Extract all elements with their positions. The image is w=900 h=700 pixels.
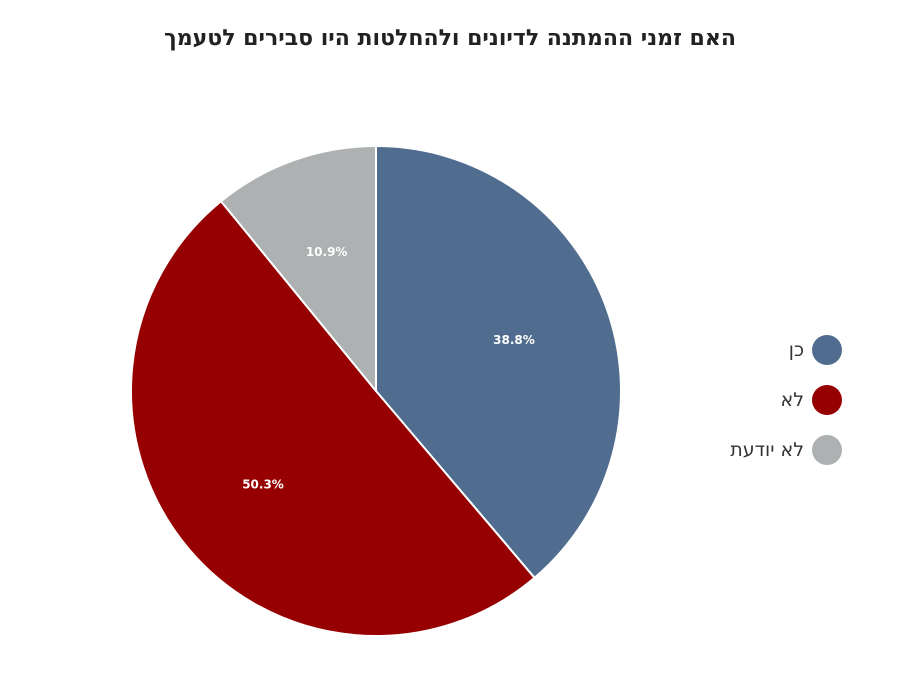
legend-item-0: כן [730,325,842,375]
chart-legend: כן לא לא יודעת [730,325,842,475]
legend-swatch-0 [812,335,842,365]
slice-data-label-0: 38.8% [493,333,535,347]
pie-slice-1 [130,200,536,637]
pie-labels: 38.8% 50.3% 10.9% [242,245,535,492]
legend-label-1: לא [780,389,805,411]
slice-data-label-2: 10.9% [306,245,348,259]
chart-title: האם זמני ההמתנה לדיונים ולהחלטות היו סבי… [163,26,737,51]
legend-label-0: כן [788,339,804,361]
pie-slices [130,145,622,637]
slice-data-label-1: 50.3% [242,478,284,492]
pie-slice-2 [220,145,377,392]
pie-slice-0 [375,145,622,579]
legend-label-2: לא יודעת [730,439,804,461]
legend-swatch-1 [812,385,842,415]
legend-swatch-2 [812,435,842,465]
legend-item-1: לא [730,375,842,425]
legend-item-2: לא יודעת [730,425,842,475]
